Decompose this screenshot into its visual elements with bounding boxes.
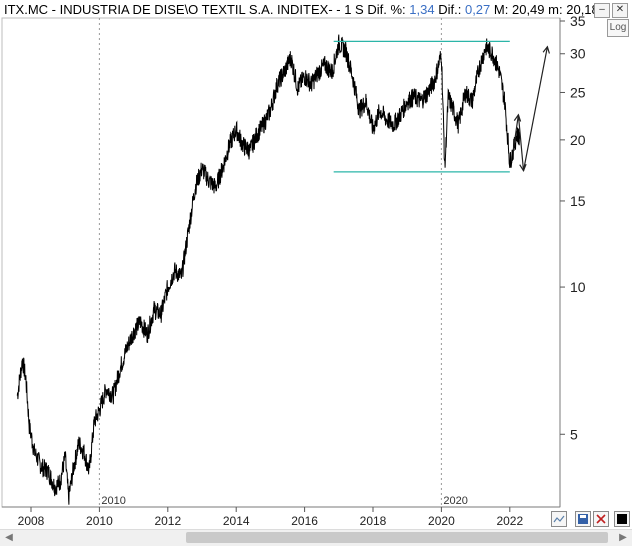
scroll-left-icon[interactable]: ◀ xyxy=(5,532,13,543)
dif-value: 0,27 xyxy=(464,2,491,17)
scrollbar-thumb[interactable] xyxy=(186,532,608,543)
x-tick-label: 2020 xyxy=(428,514,455,528)
max-value: 20,49 xyxy=(511,2,545,17)
projection-arrowhead xyxy=(519,163,527,173)
y-tick-label: 20 xyxy=(570,132,586,148)
y-tick-label: 15 xyxy=(570,193,586,209)
y-tick-label: 10 xyxy=(570,279,586,295)
dif-pct-label: Dif. %: xyxy=(367,2,406,17)
y-tick-label: 30 xyxy=(570,46,586,62)
y-tick-label: 25 xyxy=(570,84,586,100)
chart-tool-icon[interactable] xyxy=(551,511,567,527)
x-tick-label: 2018 xyxy=(360,514,387,528)
log-scale-button[interactable]: Log xyxy=(607,19,629,37)
close-panel-icon[interactable] xyxy=(593,511,609,527)
symbol-title: ITX.MC - INDUSTRIA DE DISE\O TEXTIL S.A.… xyxy=(4,2,364,17)
y-tick-label: 35 xyxy=(570,13,586,29)
x-tick-label: 2012 xyxy=(154,514,181,528)
save-icon[interactable] xyxy=(575,511,591,527)
max-label: M: xyxy=(493,2,509,17)
horizontal-scrollbar[interactable]: ◀ ▶ xyxy=(0,529,632,546)
x-tick-label: 2014 xyxy=(223,514,250,528)
color-swatch-icon[interactable] xyxy=(614,511,630,527)
year-marker-label: 2010 xyxy=(101,495,125,507)
dif-pct-value: 1,34 xyxy=(409,2,435,17)
projection-arrowhead xyxy=(542,45,550,54)
y-tick-label: 5 xyxy=(570,426,578,442)
year-marker-label: 2020 xyxy=(443,495,467,507)
min-value: 20,18 xyxy=(566,2,599,17)
x-tick-label: 2016 xyxy=(291,514,318,528)
projection-arrowhead xyxy=(513,113,522,122)
chart-header: ITX.MC - INDUSTRIA DE DISE\O TEXTIL S.A.… xyxy=(4,2,599,17)
x-tick-label: 2010 xyxy=(86,514,113,528)
x-tick-label: 2022 xyxy=(496,514,523,528)
plot-area xyxy=(1,17,561,508)
x-tick-label: 2008 xyxy=(18,514,45,528)
price-series-line xyxy=(16,34,521,505)
scroll-right-icon[interactable]: ▶ xyxy=(619,532,627,543)
close-icon[interactable]: ✕ xyxy=(612,3,628,18)
min-label: m: xyxy=(548,2,563,17)
minimize-button[interactable]: – xyxy=(594,3,610,18)
projection-path xyxy=(512,46,548,171)
dif-label: Dif.: xyxy=(438,2,462,17)
